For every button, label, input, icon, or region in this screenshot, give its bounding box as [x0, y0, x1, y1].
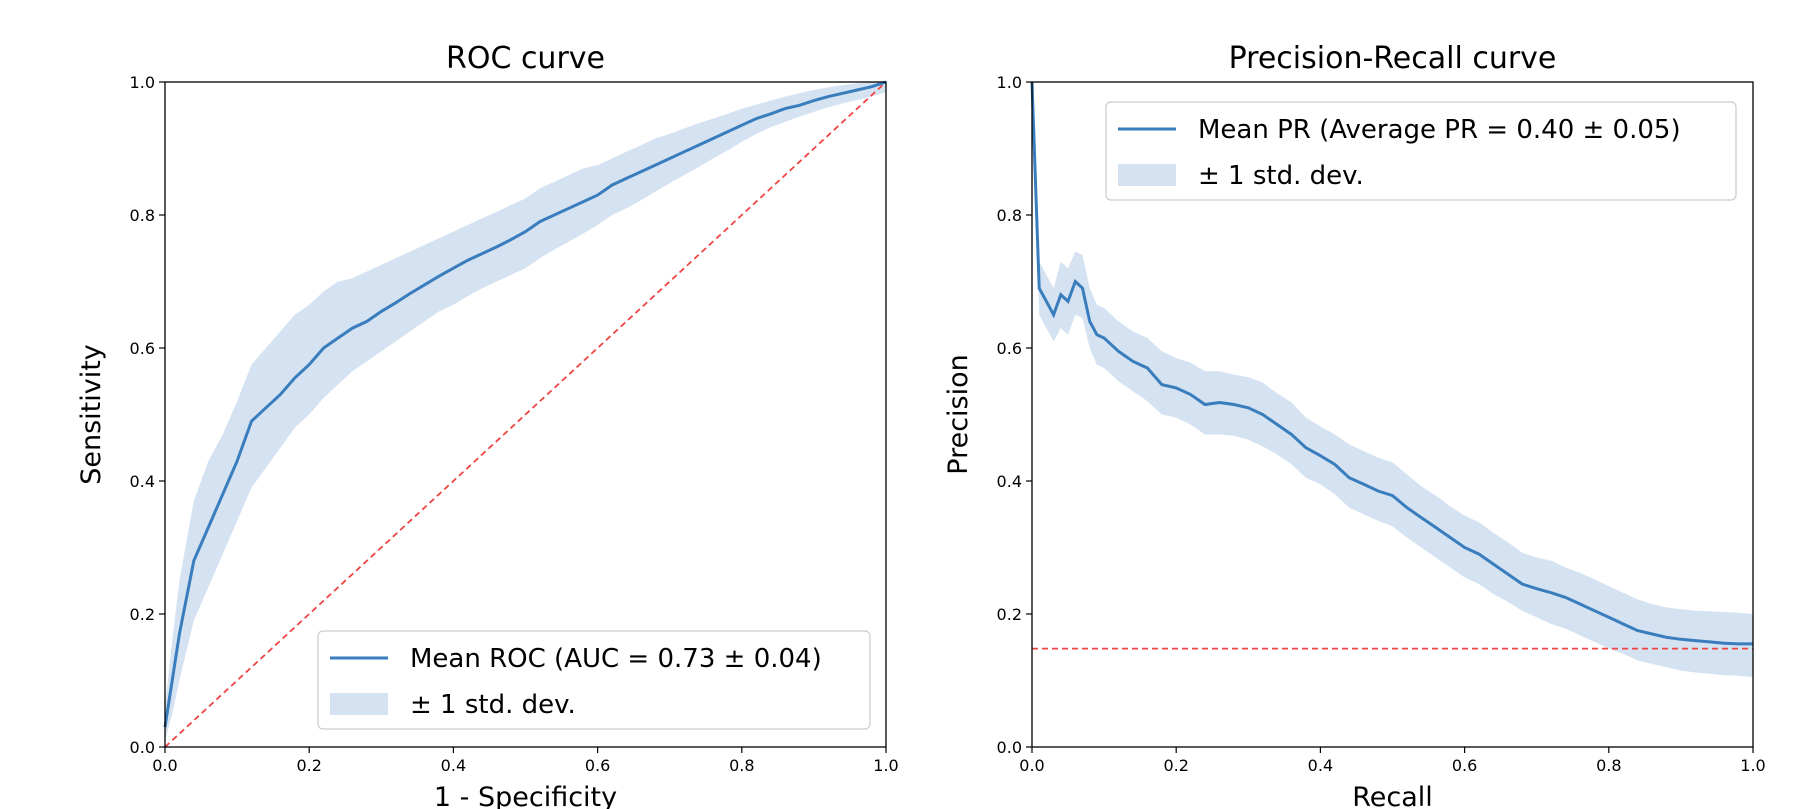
mean-curve-line: [163, 80, 887, 728]
x-axis-label: 1 - Specificity: [434, 782, 617, 809]
std-dev-band: [1032, 82, 1753, 678]
y-tick-label: 0.6: [130, 339, 155, 358]
y-tick-label: 0.8: [130, 206, 155, 225]
y-tick-label: 1.0: [997, 73, 1022, 92]
x-tick-label: 0.6: [1452, 756, 1477, 775]
mean-curve-line: [1030, 81, 1753, 646]
plot-frame: [164, 81, 887, 748]
x-axis-label: Recall: [1352, 782, 1433, 809]
x-tick-label: 0.2: [296, 756, 321, 775]
y-tick-label: 0.0: [997, 738, 1022, 757]
chance-line: [164, 81, 887, 748]
chart-panel-2: Precision-Recall curve 0.0 0.2 0.4 0.6 0.8 1.0…: [943, 41, 1766, 809]
legend-entry-label: ± 1 std. dev.: [410, 690, 576, 720]
x-tick-label: 0.6: [585, 756, 610, 775]
plot-frame: [1031, 81, 1754, 748]
chart-panel-1: ROC curve 0.0 0.2 0.4 0.6 0.8 1.0 0.0 0.2 0.4 0.6 0…: [76, 41, 899, 809]
legend: Mean ROC (AUC = 0.73 ± 0.04) ± 1 std. dev…: [317, 630, 871, 730]
chart-title: Precision-Recall curve: [1229, 41, 1557, 76]
legend-entry-label: Mean PR (Average PR = 0.40 ± 0.05): [1198, 115, 1681, 145]
y-axis-label: Sensitivity: [76, 344, 107, 485]
legend-box: [1105, 101, 1737, 201]
y-tick-label: 0.4: [130, 472, 155, 491]
legend-band-swatch: [330, 693, 388, 715]
x-tick-label: 0.4: [1308, 756, 1333, 775]
y-tick-label: 1.0: [130, 73, 155, 92]
y-tick-label: 0.6: [997, 339, 1022, 358]
y-tick-label: 0.0: [130, 738, 155, 757]
legend-entry-label: Mean ROC (AUC = 0.73 ± 0.04): [410, 644, 822, 674]
legend-box: [317, 630, 871, 730]
x-tick-label: 0.0: [1019, 756, 1044, 775]
y-tick-label: 0.2: [130, 605, 155, 624]
x-tick-label: 1.0: [1740, 756, 1765, 775]
x-tick-label: 1.0: [873, 756, 898, 775]
y-tick-label: 0.4: [997, 472, 1022, 491]
x-tick-label: 0.4: [441, 756, 466, 775]
x-tick-label: 0.8: [729, 756, 754, 775]
legend-band-swatch: [1118, 164, 1176, 186]
y-axis-label: Precision: [943, 354, 974, 474]
y-tick-label: 0.8: [997, 206, 1022, 225]
x-tick-label: 0.8: [1596, 756, 1621, 775]
x-tick-label: 0.0: [152, 756, 177, 775]
legend-entry-label: ± 1 std. dev.: [1198, 161, 1364, 191]
std-dev-band: [165, 82, 886, 741]
chart-title: ROC curve: [446, 41, 605, 76]
y-tick-label: 0.2: [997, 605, 1022, 624]
legend: Mean PR (Average PR = 0.40 ± 0.05) ± 1 st…: [1105, 101, 1737, 201]
x-tick-label: 0.2: [1163, 756, 1188, 775]
